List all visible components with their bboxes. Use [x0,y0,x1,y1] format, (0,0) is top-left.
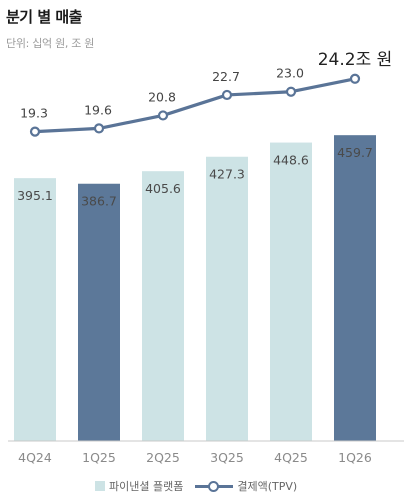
bar-value-4Q24: 395.1 [17,188,53,203]
tpv-point-4Q24 [29,126,41,137]
tpv-value-1Q26: 24.2조 원 [318,50,393,70]
unit-note: 단위: 십억 원, 조 원 [6,37,95,50]
tpv-value-4Q25: 23.0 [276,66,304,81]
tpv-line [34,77,356,134]
x-tick-4Q25: 4Q25 [274,450,308,465]
x-tick-1Q26: 1Q26 [338,450,372,465]
tpv-value-2Q25: 20.8 [148,89,176,104]
bar-2Q25 [142,171,184,442]
x-tick-2Q25: 2Q25 [146,450,180,465]
legend-bar-label: 파이낸셜 플랫폼 [109,480,184,493]
bar-1Q25 [78,183,120,441]
quarterly-revenue-chart: 395.1 386.7 405.6 427.3 448.6 459.7 4Q24 1Q25 2Q… [8,50,404,465]
legend: 파이낸셜 플랫폼 결제액(TPV) [95,478,297,494]
bar-4Q24 [14,178,56,441]
tpv-point-1Q25 [93,123,105,134]
tpv-point-3Q25 [221,89,233,101]
bar-value-2Q25: 405.6 [145,181,181,196]
bar-value-3Q25: 427.3 [209,167,245,182]
tpv-value-1Q25: 19.6 [84,102,112,117]
x-tick-4Q24: 4Q24 [18,450,52,465]
tpv-value-4Q24: 19.3 [20,106,48,121]
bar-value-1Q25: 386.7 [81,194,117,209]
tpv-point-1Q26 [349,73,361,84]
chart-title: 분기 별 매출 [6,8,82,26]
tpv-point-4Q25 [285,86,297,97]
legend-bar-swatch [95,481,105,491]
legend-line-symbol [195,480,234,492]
legend-line-label: 결제액(TPV) [237,480,298,493]
bar-value-1Q26: 459.7 [337,145,373,160]
bar-4Q25 [270,142,312,442]
x-tick-3Q25: 3Q25 [210,450,244,465]
bar-value-4Q25: 448.6 [273,153,309,168]
bar-3Q25 [206,156,248,442]
tpv-point-2Q25 [157,110,169,121]
tpv-value-3Q25: 22.7 [212,69,240,84]
x-tick-1Q25: 1Q25 [82,450,116,465]
bar-1Q26 [334,135,376,441]
